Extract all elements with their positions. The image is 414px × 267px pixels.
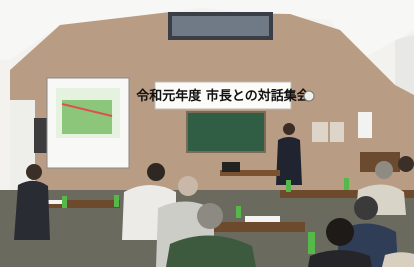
photo: 令和元年度 市長との対話集会 [0,0,414,267]
clock [304,91,314,101]
attendee-head [147,163,165,181]
notice [358,112,372,138]
speaker-body [276,137,302,185]
papers [245,216,280,222]
attendee-head [326,218,354,246]
bottle [286,180,291,192]
right-wall [395,35,414,95]
window-glass [172,16,269,36]
chalkboard [187,112,265,152]
attendee-head [197,203,223,229]
page: {"banner": {"title": "令和元年度 市長との対話集会"}} … [0,0,414,267]
speaker-box [34,118,48,153]
wall-frame [330,122,344,142]
bottle [308,232,315,254]
left-panel [10,100,35,195]
bottle [62,196,67,208]
attendee-head [354,196,378,220]
attendee-head [375,161,393,179]
attendee-head [178,176,198,196]
attendee-body [382,252,414,267]
bottle [344,178,349,190]
attendee-body [14,181,50,240]
attendee-head [398,156,414,172]
banner-title: 令和元年度 市長との対話集会 [136,88,310,104]
bottle [114,195,119,207]
speaker-head [283,123,295,135]
wall-frame [312,122,328,142]
laptop [222,162,240,172]
attendee-head [26,164,42,180]
bottle [236,206,241,218]
